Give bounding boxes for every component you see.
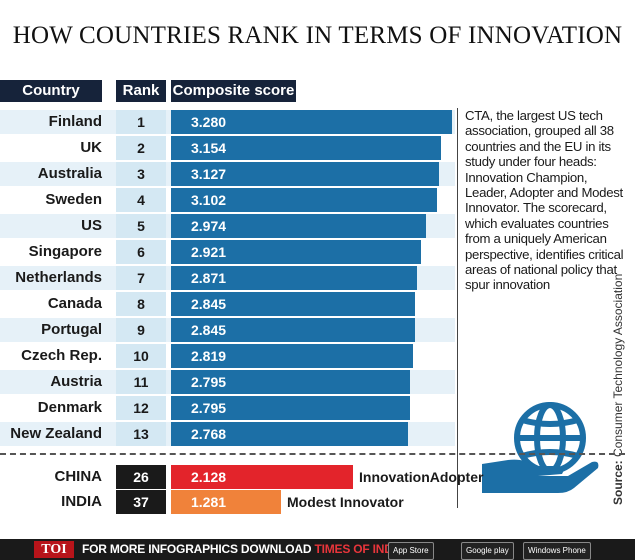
score-bar [171,136,441,160]
rank-value: 4 [137,192,145,208]
score-label: 3.280 [191,114,227,130]
rank-cell [116,188,166,212]
rank-cell [116,110,166,134]
score-bar [171,266,417,290]
score-bar [171,370,410,394]
rank-value: 37 [133,494,149,510]
score-bar [171,188,437,212]
rank-value: 3 [137,166,145,182]
score-label: 2.921 [191,244,227,260]
score-label: 3.102 [191,192,227,208]
country-label: UK [80,139,102,156]
score-label: 2.871 [191,270,227,286]
country-label: INDIA [61,493,102,510]
country-label: Czech Rep. [21,347,102,364]
score-label: 2.795 [191,400,227,416]
country-label: Finland [48,113,102,130]
score-bar [171,214,426,238]
country-label: Australia [37,165,102,182]
windows-phone-badge[interactable]: Windows Phone [523,542,591,560]
country-label: CHINA [54,468,103,485]
rank-cell [116,344,166,368]
section-divider [0,453,625,455]
rank-cell [116,490,166,514]
score-bar [171,422,408,446]
rank-cell [116,370,166,394]
country-label: Austria [50,373,102,390]
score-bar [171,344,413,368]
rank-value: 13 [133,426,149,442]
score-label: 2.128 [191,469,227,485]
rank-value: 1 [137,114,145,130]
rank-value: 5 [137,218,145,234]
country-label: Denmark [37,399,102,416]
score-bar [171,110,452,134]
score-label: 2.819 [191,348,227,364]
side-divider [457,108,458,508]
country-label: Canada [47,295,102,312]
toi-logo: TOI [34,541,74,558]
header-rank: Rank [116,80,166,102]
score-label: 2.845 [191,296,227,312]
score-bar [171,240,421,264]
country-label: Singapore [28,243,102,260]
rank-cell [116,318,166,342]
rank-value: 11 [133,374,149,390]
rank-value: 6 [137,244,145,260]
score-bar [171,465,353,489]
rank-cell [116,136,166,160]
rank-value: 7 [137,270,145,286]
country-label: New Zealand [10,425,102,442]
page-title: HOW COUNTRIES RANK IN TERMS OF INNOVATIO… [12,22,623,49]
score-bar [171,396,410,420]
rank-cell [116,214,166,238]
google-play-badge[interactable]: Google play [461,542,514,560]
rank-cell [116,465,166,489]
footer-text: FOR MORE INFOGRAPHICS DOWNLOAD TIMES OF … [82,542,431,556]
rank-cell [116,292,166,316]
description-text: CTA, the largest US tech association, gr… [465,108,624,293]
rank-value: 10 [133,348,149,364]
rank-cell [116,396,166,420]
score-label: 3.127 [191,166,227,182]
score-label: 3.154 [191,140,227,156]
score-bar [171,490,281,514]
score-label: 2.768 [191,426,227,442]
country-label: Portugal [41,321,102,338]
header-country: Country [0,80,102,102]
country-label: Netherlands [15,269,102,286]
app-store-badge[interactable]: App Store [388,542,434,560]
score-label: 2.795 [191,374,227,390]
header-score: Composite score [171,80,296,102]
rank-cell [116,240,166,264]
country-label: Sweden [45,191,102,208]
rank-cell [116,266,166,290]
score-label: 2.974 [191,218,227,234]
globe-hand-icon [482,402,599,493]
score-bar [171,318,415,342]
category-label: InnovationAdopter [359,469,484,485]
source-credit: Source: Consumer Technology Association [611,273,625,505]
score-label: 1.281 [191,494,227,510]
rank-value: 12 [133,400,149,416]
rank-value: 8 [137,296,145,312]
category-label: Modest Innovator [287,494,404,510]
rank-value: 9 [137,322,145,338]
rank-value: 2 [137,140,145,156]
score-label: 2.845 [191,322,227,338]
country-label: US [81,217,102,234]
rank-cell [116,162,166,186]
rank-value: 26 [133,469,149,485]
score-bar [171,292,415,316]
rank-cell [116,422,166,446]
score-bar [171,162,439,186]
